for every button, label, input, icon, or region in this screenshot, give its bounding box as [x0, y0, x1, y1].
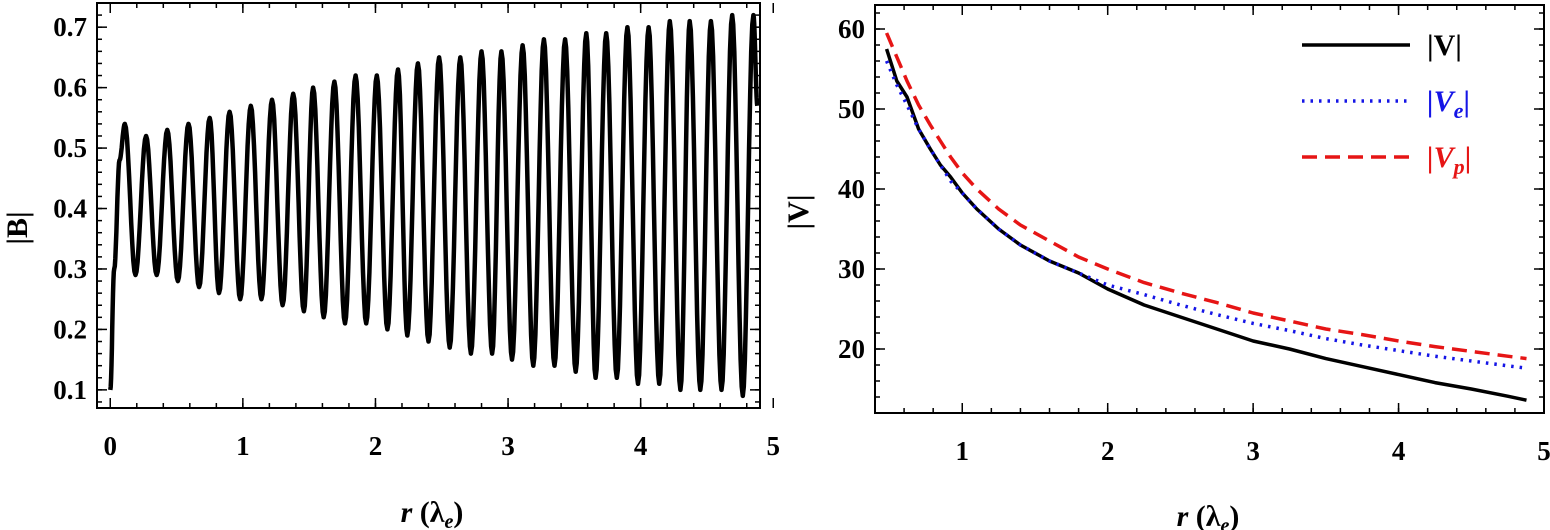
x-tick-label: 2	[369, 431, 383, 461]
x-axis-label-right: r (λe)	[1177, 500, 1240, 530]
y-tick-label: 40	[838, 174, 865, 204]
x-axis-label-unit-sub-right: e	[1221, 515, 1230, 530]
x-axis-label-var-right: r	[1177, 500, 1189, 530]
x-axis-label-var-left: r	[401, 496, 413, 529]
x-tick-label: 3	[1246, 436, 1260, 466]
series-group-left	[108, 12, 760, 399]
series-line-v-right	[884, 48, 1527, 402]
y-tick-label: 0.1	[53, 375, 87, 405]
y-tick-label: 50	[838, 94, 865, 124]
x-axis-label-unit-right: λ	[1206, 500, 1221, 530]
x-tick-label: 2	[1101, 436, 1115, 466]
series-line-vp-right	[884, 32, 1527, 361]
x-tick-label: 5	[1537, 436, 1550, 466]
plot-frame-right	[874, 4, 1545, 414]
y-tick-label: 0.7	[53, 12, 87, 42]
x-tick-label: 4	[634, 431, 648, 461]
y-tick-label: 0.4	[53, 194, 87, 224]
y-tick-label: 30	[838, 254, 865, 284]
x-tick-label: 5	[767, 431, 781, 461]
x-tick-label: 1	[236, 431, 250, 461]
series-line-b-left	[108, 12, 760, 399]
legend-label: |Vp|	[1427, 141, 1471, 179]
y-tick-label: 0.2	[53, 314, 87, 344]
y-tick-label: 0.5	[53, 133, 87, 163]
axis-ticks-right	[874, 5, 1545, 414]
y-axis-label-left: |B|	[1, 211, 34, 244]
tick-labels-right: 1 2 3 4 5 20 30 40 50 60	[838, 14, 1550, 466]
legend-label: |V|	[1427, 29, 1462, 62]
y-tick-label: 60	[838, 14, 865, 44]
x-tick-label: 4	[1392, 436, 1406, 466]
x-axis-label-left: r (λe)	[401, 496, 464, 530]
tick-labels-left: 0 1 2 3 4 5 0.1 0.2 0.3 0.4 0.5 0.6 0.7	[53, 12, 780, 461]
series-group-right	[884, 32, 1527, 402]
y-tick-label: 20	[838, 334, 865, 364]
x-tick-label: 3	[501, 431, 515, 461]
x-axis-label-unit-left: λ	[430, 496, 445, 529]
y-tick-label: 0.3	[53, 254, 87, 284]
legend-label: |Ve|	[1427, 85, 1470, 123]
x-tick-label: 0	[104, 431, 118, 461]
chart-panel-left: 0 1 2 3 4 5 0.1 0.2 0.3 0.4 0.5 0.6 0.7 |B| r (λe)	[1, 2, 780, 530]
y-tick-label: 0.6	[53, 73, 87, 103]
x-tick-label: 1	[956, 436, 970, 466]
x-axis-label-unit-sub-left: e	[445, 511, 454, 530]
chart-panel-right: 1 2 3 4 5 20 30 40 50 60 |V| r (λe) |V| |Ve| |Vp|	[782, 4, 1550, 530]
legend: |V| |Ve| |Vp|	[1302, 29, 1471, 179]
y-axis-label-right: |V|	[782, 195, 815, 230]
